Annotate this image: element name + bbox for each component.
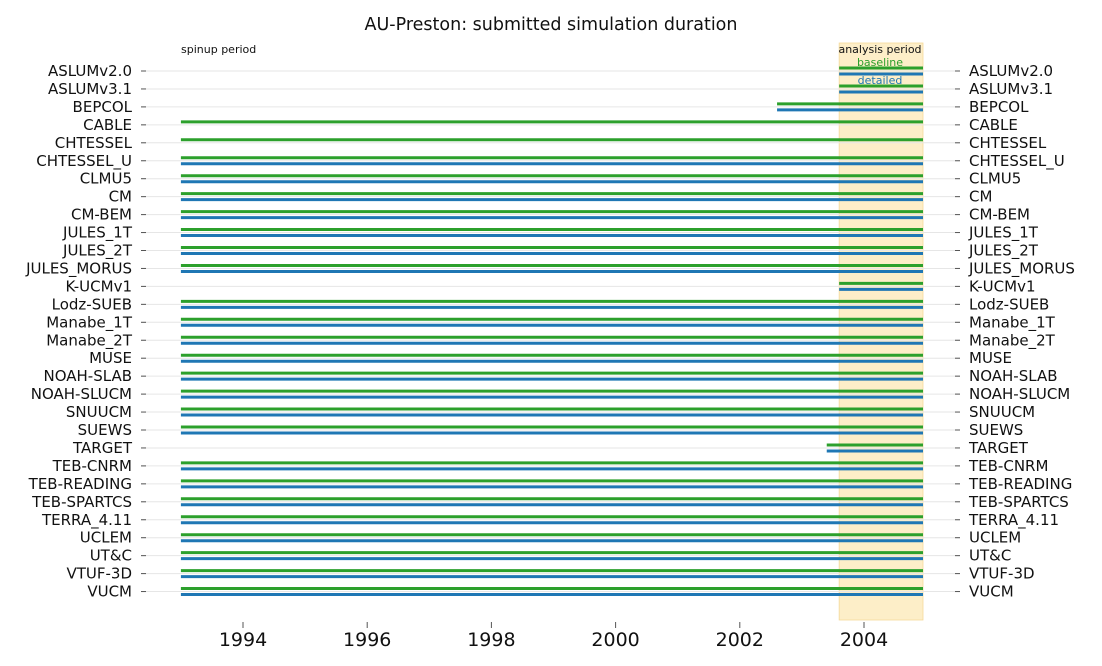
x-tick-label: 2004	[840, 629, 888, 651]
model-label-right: CHTESSEL_U	[969, 152, 1065, 171]
model-label-left: TEB-SPARTCS	[31, 493, 132, 511]
model-label-left: JULES_2T	[62, 242, 133, 261]
model-label-right: JULES_1T	[968, 224, 1039, 243]
model-label-left: JULES_MORUS	[25, 259, 132, 278]
model-label-left: CM-BEM	[71, 206, 132, 224]
model-label-right: K-UCMv1	[969, 277, 1036, 295]
model-label-left: NOAH-SLUCM	[31, 385, 132, 403]
model-label-left: SNUUCM	[66, 403, 132, 421]
model-label-right: SNUUCM	[969, 403, 1035, 421]
model-label-right: TERRA_4.11	[968, 511, 1059, 530]
model-label-left: TARGET	[72, 439, 133, 457]
legend-detailed: detailed	[858, 74, 903, 87]
model-label-left: VTUF-3D	[66, 565, 132, 583]
model-label-right: CABLE	[969, 116, 1018, 134]
model-label-right: CHTESSEL	[969, 134, 1047, 152]
x-tick-label: 2002	[716, 629, 764, 651]
x-tick-label: 1996	[343, 629, 391, 651]
model-label-right: TEB-CNRM	[968, 457, 1048, 475]
model-label-left: CLMU5	[80, 170, 132, 188]
chart-title: AU-Preston: submitted simulation duratio…	[365, 15, 738, 35]
model-label-right: JULES_2T	[968, 242, 1039, 261]
model-label-left: K-UCMv1	[66, 277, 133, 295]
model-label-right: VUCM	[969, 583, 1014, 601]
model-label-left: TERRA_4.11	[41, 511, 132, 530]
model-label-right: CLMU5	[969, 170, 1021, 188]
model-label-left: Lodz-SUEB	[52, 295, 132, 313]
model-label-left: SUEWS	[78, 421, 132, 439]
model-label-right: TEB-SPARTCS	[968, 493, 1069, 511]
model-label-left: CM	[109, 188, 132, 206]
model-label-left: UT&C	[90, 547, 132, 565]
model-label-right: Lodz-SUEB	[969, 295, 1049, 313]
model-label-left: CHTESSEL	[55, 134, 133, 152]
model-label-right: CM-BEM	[969, 206, 1030, 224]
model-label-left: BEPCOL	[73, 98, 133, 116]
model-label-left: TEB-READING	[28, 475, 132, 493]
model-label-right: ASLUMv3.1	[969, 80, 1053, 98]
model-label-left: UCLEM	[80, 529, 132, 547]
model-label-right: VTUF-3D	[969, 565, 1035, 583]
model-label-right: BEPCOL	[969, 98, 1029, 116]
bars-layer	[180, 66, 923, 597]
model-label-right: CM	[969, 188, 992, 206]
model-label-right: ASLUMv2.0	[969, 62, 1053, 80]
model-label-right: UCLEM	[969, 529, 1021, 547]
model-label-right: TARGET	[968, 439, 1029, 457]
model-label-right: TEB-READING	[968, 475, 1072, 493]
model-label-right: UT&C	[969, 547, 1011, 565]
model-label-right: MUSE	[969, 349, 1012, 367]
model-label-right: Manabe_2T	[969, 331, 1056, 350]
analysis-period-label: analysis period	[838, 43, 921, 56]
x-tick-label: 2000	[591, 629, 639, 651]
model-label-left: CABLE	[83, 116, 132, 134]
model-label-left: NOAH-SLAB	[44, 367, 133, 385]
model-label-right: JULES_MORUS	[968, 259, 1075, 278]
model-label-left: VUCM	[87, 583, 132, 601]
model-label-right: Manabe_1T	[969, 313, 1056, 332]
spinup-period-label: spinup period	[181, 43, 256, 56]
model-label-left: TEB-CNRM	[52, 457, 132, 475]
model-label-left: Manabe_1T	[46, 313, 133, 332]
model-label-left: ASLUMv3.1	[48, 80, 132, 98]
legend-baseline: baseline	[857, 56, 903, 69]
model-label-right: NOAH-SLAB	[969, 367, 1058, 385]
model-label-left: Manabe_2T	[46, 331, 133, 350]
model-label-right: NOAH-SLUCM	[969, 385, 1070, 403]
model-label-left: JULES_1T	[62, 224, 133, 243]
grid-layer	[141, 70, 960, 593]
model-label-left: CHTESSEL_U	[36, 152, 132, 171]
model-label-left: MUSE	[89, 349, 132, 367]
x-tick-label: 1998	[467, 629, 515, 651]
model-label-right: SUEWS	[969, 421, 1023, 439]
x-tick-label: 1994	[219, 629, 267, 651]
model-label-left: ASLUMv2.0	[48, 62, 132, 80]
